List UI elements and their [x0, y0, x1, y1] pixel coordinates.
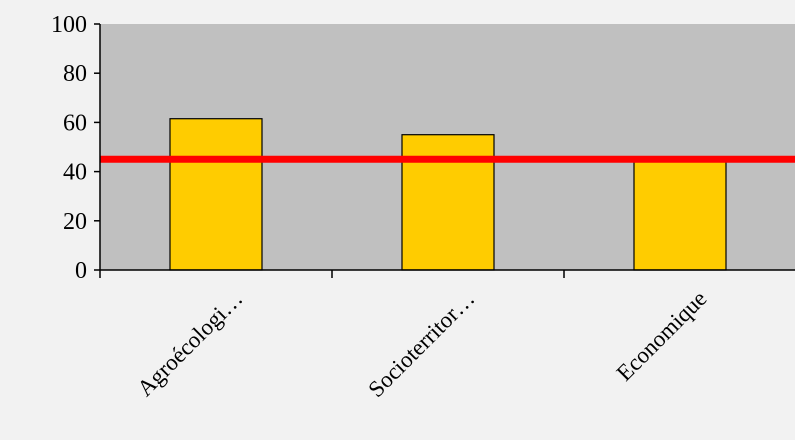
- y-tick-label: 60: [63, 110, 87, 136]
- y-tick-labels: 0 20 40 60 80 100: [51, 12, 87, 284]
- bars-group: [169, 118, 727, 271]
- x-tick-labels: Agroécologi… Socioterritor… Economique: [132, 286, 711, 402]
- y-tick-label: 20: [63, 209, 87, 235]
- axes-group: [94, 23, 795, 278]
- y-tick-label: 40: [63, 160, 87, 186]
- bar-1: [401, 134, 495, 271]
- bar-2: [633, 161, 727, 271]
- y-tick-label: 0: [75, 258, 87, 284]
- x-tick-label: Economique: [612, 286, 712, 386]
- bar-0: [169, 118, 263, 271]
- x-tick-label: Agroécologi…: [132, 286, 247, 401]
- x-tick-label: Socioterritor…: [363, 286, 479, 402]
- y-tick-label: 80: [63, 61, 87, 87]
- y-tick-label: 100: [51, 12, 87, 38]
